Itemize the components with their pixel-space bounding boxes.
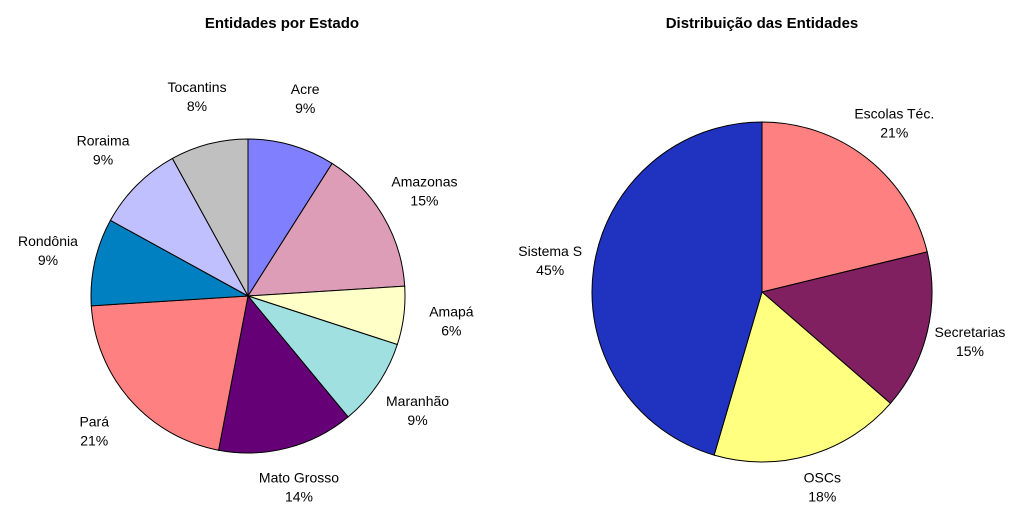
slice-value-label: 9%	[38, 252, 58, 268]
slice-label: Rondônia	[18, 233, 78, 249]
slice-value-label: 9%	[407, 412, 427, 428]
slice-value-label: 15%	[410, 192, 438, 208]
pie-slice	[761, 121, 928, 293]
slice-label: Acre	[291, 81, 320, 97]
slice-value-label: 45%	[536, 262, 564, 278]
slice-label: Pará	[79, 413, 109, 429]
slice-value-label: 21%	[80, 432, 108, 448]
slice-value-label: 9%	[93, 152, 113, 168]
pie-slice	[217, 294, 349, 454]
slice-label: Mato Grosso	[259, 470, 339, 486]
pie-slice	[109, 157, 250, 298]
pie-slice	[760, 251, 933, 405]
pie-slice	[713, 291, 892, 463]
slice-label: OSCs	[804, 470, 841, 486]
slice-label: Maranhão	[386, 393, 449, 409]
chart-title: Distribuição das Entidades	[666, 15, 859, 32]
slice-label: Tocantins	[167, 79, 226, 95]
slice-label: Secretarias	[935, 324, 1006, 340]
slice-value-label: 14%	[285, 489, 313, 505]
pie-slice	[247, 162, 406, 297]
slice-value-label: 21%	[880, 124, 908, 140]
slice-value-label: 6%	[441, 322, 461, 338]
slice-value-label: 8%	[187, 98, 207, 114]
slice-value-label: 15%	[956, 343, 984, 359]
chart-title: Entidades por Estado	[205, 15, 359, 32]
pie-slice	[171, 138, 249, 297]
pie-slice	[591, 121, 763, 456]
slice-value-label: 18%	[808, 489, 836, 505]
slice-label: Escolas Téc.	[854, 105, 934, 121]
pie-slice	[247, 138, 333, 298]
slice-value-label: 9%	[295, 100, 315, 116]
slice-label: Sistema S	[518, 243, 582, 259]
pie-slice	[90, 219, 250, 307]
slice-label: Roraima	[77, 133, 130, 149]
pie-slice	[90, 295, 249, 451]
slice-label: Amapá	[429, 303, 474, 319]
pie-slice	[246, 294, 398, 418]
slice-label: Amazonas	[391, 173, 457, 189]
